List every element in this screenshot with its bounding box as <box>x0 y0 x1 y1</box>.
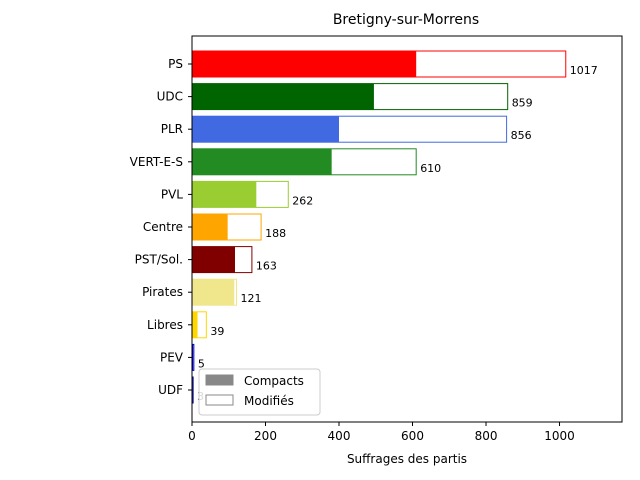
x-tick-label-0: 0 <box>188 429 196 443</box>
legend: Compacts Modifiés <box>198 368 321 416</box>
data-label-pst-sol: 163 <box>256 260 277 273</box>
y-tick-label-udc: UDC <box>157 90 183 104</box>
legend-label-compacts: Compacts <box>244 374 304 388</box>
y-tick-label-udf: UDF <box>158 383 183 397</box>
bar-compacts-plr <box>192 116 340 143</box>
y-tick-label-pvl: PVL <box>161 187 183 201</box>
axes-frame <box>191 35 623 423</box>
legend-label-modifies: Modifiés <box>244 394 294 408</box>
plot-area: 10178598566102621881631213953 <box>191 50 598 404</box>
bar-compacts-vert-e-s <box>192 148 332 175</box>
legend-swatch-compacts <box>205 374 234 386</box>
data-label-pirates: 121 <box>240 292 261 305</box>
x-axis-title: Suffrages des partis <box>347 452 467 466</box>
data-label-centre: 188 <box>265 227 286 240</box>
bar-compacts-pev <box>192 344 194 371</box>
bar-compacts-libres <box>192 311 198 338</box>
x-tick-label-400: 400 <box>328 429 351 443</box>
data-label-pvl: 262 <box>292 194 313 207</box>
data-label-ps: 1017 <box>570 64 598 77</box>
bar-compacts-ps <box>192 51 417 77</box>
y-tick-label-plr: PLR <box>161 122 183 136</box>
y-tick-label-pev: PEV <box>160 350 184 364</box>
data-label-udc: 859 <box>512 97 533 110</box>
x-axis: 0 200 400 600 800 1000 <box>188 422 575 443</box>
bar-compacts-pvl <box>192 181 257 208</box>
legend-swatch-modifies <box>205 394 234 406</box>
bar-compacts-pst-sol <box>192 246 235 273</box>
y-tick-label-vert-e-s: VERT-E-S <box>130 155 183 169</box>
x-tick-label-1000: 1000 <box>544 429 575 443</box>
chart-title: Bretigny-sur-Morrens <box>333 12 479 28</box>
x-tick-label-800: 800 <box>475 429 498 443</box>
data-label-vert-e-s: 610 <box>420 162 441 175</box>
y-tick-label-pst-sol: PST/Sol. <box>135 253 183 267</box>
data-label-pev: 5 <box>198 357 205 370</box>
bar-compacts-pirates <box>192 279 235 306</box>
x-tick-label-200: 200 <box>254 429 277 443</box>
y-axis: PS UDC PLR VERT-E-S PVL Centre PST/Sol. Pirates… <box>130 57 192 397</box>
y-tick-label-libres: Libres <box>147 318 183 332</box>
y-tick-label-centre: Centre <box>143 220 183 234</box>
bar-compacts-udc <box>192 83 374 110</box>
y-tick-label-pirates: Pirates <box>142 285 183 299</box>
y-tick-label-ps: PS <box>168 57 183 71</box>
bar-compacts-centre <box>192 214 228 240</box>
x-tick-label-600: 600 <box>401 429 424 443</box>
data-label-libres: 39 <box>210 325 224 338</box>
data-label-plr: 856 <box>511 129 532 142</box>
